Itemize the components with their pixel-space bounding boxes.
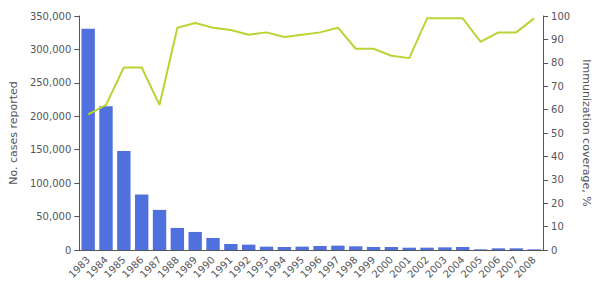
svg-text:20: 20 <box>551 198 564 209</box>
svg-text:1999: 1999 <box>351 254 378 280</box>
svg-text:1988: 1988 <box>155 254 182 280</box>
svg-text:2008: 2008 <box>512 254 538 280</box>
svg-text:1986: 1986 <box>119 254 146 280</box>
svg-text:1987: 1987 <box>137 254 164 280</box>
svg-text:350,000: 350,000 <box>30 11 71 22</box>
svg-text:80: 80 <box>551 57 564 68</box>
svg-text:2006: 2006 <box>476 254 503 280</box>
svg-text:2003: 2003 <box>423 254 449 280</box>
svg-text:2004: 2004 <box>440 254 467 280</box>
svg-text:250,000: 250,000 <box>30 77 71 88</box>
svg-text:100: 100 <box>551 11 570 22</box>
svg-text:30: 30 <box>551 174 564 185</box>
svg-text:150,000: 150,000 <box>30 144 71 155</box>
svg-text:2000: 2000 <box>369 254 396 280</box>
svg-text:1985: 1985 <box>102 254 128 280</box>
svg-text:90: 90 <box>551 34 564 45</box>
svg-text:2007: 2007 <box>494 254 521 280</box>
svg-text:10: 10 <box>551 221 564 232</box>
svg-text:2005: 2005 <box>458 254 485 280</box>
svg-text:200,000: 200,000 <box>30 111 71 122</box>
svg-text:1993: 1993 <box>244 254 271 280</box>
svg-text:1997: 1997 <box>316 254 342 280</box>
svg-text:40: 40 <box>551 151 564 162</box>
svg-text:1983: 1983 <box>66 254 93 280</box>
svg-text:Immunization coverage, %: Immunization coverage, % <box>580 59 593 206</box>
svg-text:60: 60 <box>551 104 564 115</box>
svg-text:0: 0 <box>65 245 71 256</box>
svg-text:70: 70 <box>551 81 564 92</box>
svg-text:300,000: 300,000 <box>30 44 71 55</box>
svg-text:1989: 1989 <box>173 254 200 280</box>
svg-text:1991: 1991 <box>209 254 235 280</box>
svg-text:1996: 1996 <box>298 254 324 280</box>
svg-text:50: 50 <box>551 128 564 139</box>
svg-text:2002: 2002 <box>405 254 431 280</box>
svg-text:1984: 1984 <box>84 254 110 280</box>
svg-text:1998: 1998 <box>333 254 360 280</box>
svg-text:50,000: 50,000 <box>36 211 71 222</box>
svg-text:1995: 1995 <box>280 254 307 280</box>
svg-text:1990: 1990 <box>191 254 217 280</box>
svg-text:No. cases reported: No. cases reported <box>7 81 20 185</box>
svg-text:0: 0 <box>551 245 557 256</box>
svg-text:1992: 1992 <box>226 254 253 280</box>
svg-text:1994: 1994 <box>262 254 289 280</box>
svg-text:2001: 2001 <box>387 254 414 280</box>
svg-text:100,000: 100,000 <box>30 178 71 189</box>
